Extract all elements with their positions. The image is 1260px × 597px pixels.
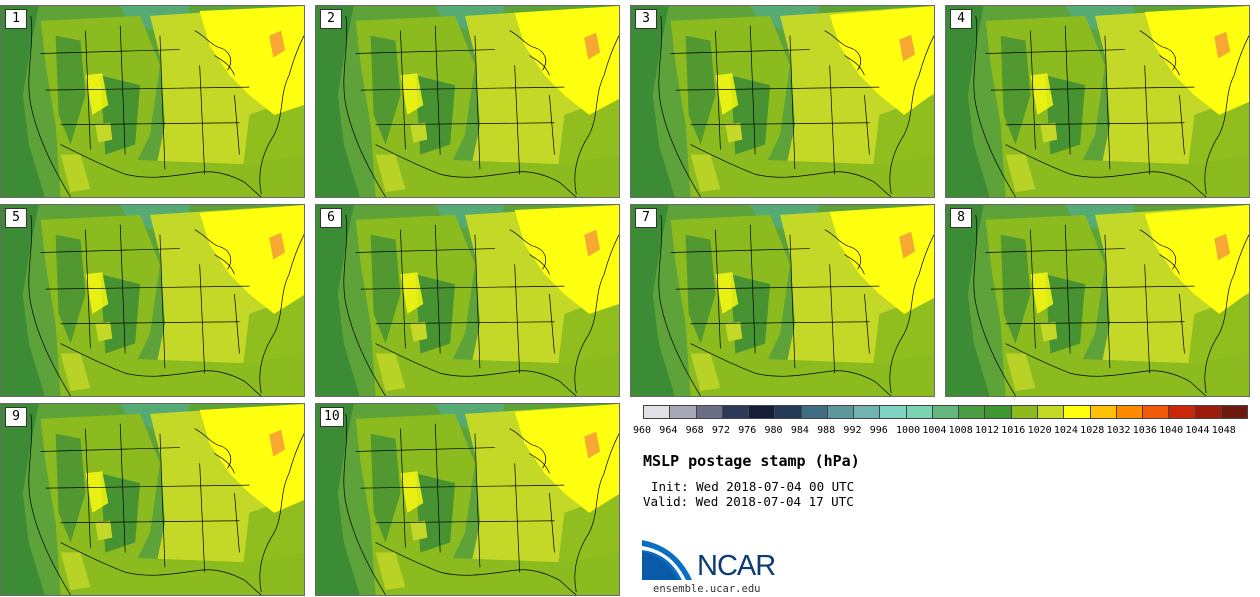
colorbar-tick-label: 976 [738, 425, 757, 436]
ncar-logo: NCAR [642, 540, 792, 584]
map-svg [316, 205, 619, 396]
member-label: 10 [320, 407, 344, 427]
colorbar-tick-label: 992 [843, 425, 862, 436]
member-label: 7 [635, 208, 657, 228]
map-panel: 8 [945, 204, 1250, 397]
colorbar-swatch [644, 406, 671, 418]
logo-text: NCAR [697, 550, 776, 582]
colorbar-swatch [985, 406, 1012, 418]
colorbar-swatch [775, 406, 802, 418]
colorbar-tick-label: 1012 [974, 425, 1000, 436]
map-panel: 3 [630, 5, 935, 198]
colorbar-tick-label: 960 [633, 425, 652, 436]
valid-time: Valid: Wed 2018-07-04 17 UTC [643, 494, 854, 509]
colorbar-tick-label: 1000 [896, 425, 921, 436]
member-label: 6 [320, 208, 342, 228]
colorbar-swatch [932, 406, 960, 418]
colorbar-tick-label: 1016 [1001, 425, 1026, 436]
map-panel: 2 [315, 5, 620, 198]
colorbar-swatch [827, 406, 855, 418]
colorbar-tick-label: 980 [764, 425, 783, 436]
colorbar-swatch [959, 406, 986, 418]
colorbar-tick-label: 1024 [1053, 425, 1078, 436]
colorbar-ticks: 960 964 968 972 976 980 984 988 992 996 1000 1004 10… [632, 425, 1260, 439]
colorbar-swatch [801, 406, 828, 418]
map-panel: 4 [945, 5, 1250, 198]
map-panel: 7 [630, 204, 935, 397]
colorbar-tick-label: 988 [817, 425, 836, 436]
map-panel: 5 [0, 204, 305, 397]
map-svg [1, 205, 304, 396]
colorbar-swatch [1011, 406, 1038, 418]
pressure-colorbar [643, 405, 1248, 419]
chart-title: MSLP postage stamp (hPa) [643, 452, 860, 470]
colorbar-swatch [1221, 406, 1248, 418]
member-label: 1 [5, 9, 27, 29]
colorbar-tick-label: 1044 [1185, 425, 1210, 436]
colorbar-swatch [1143, 406, 1170, 418]
map-panel: 10 [315, 403, 620, 596]
member-label: 8 [950, 208, 972, 228]
map-svg [1, 404, 304, 595]
colorbar-tick-label: 1048 [1211, 425, 1236, 436]
colorbar-tick-label: 1040 [1159, 425, 1184, 436]
map-panel: 6 [315, 204, 620, 397]
map-svg [316, 6, 619, 197]
colorbar-swatch [1116, 406, 1144, 418]
map-svg [946, 205, 1249, 396]
colorbar-tick-label: 1004 [922, 425, 947, 436]
map-svg [946, 6, 1249, 197]
colorbar-tick-label: 1032 [1106, 425, 1131, 436]
colorbar-tick-label: 964 [659, 425, 678, 436]
colorbar-tick-label: 1028 [1080, 425, 1105, 436]
map-panel: 9 [0, 403, 305, 596]
colorbar-swatch [749, 406, 776, 418]
member-label: 3 [635, 9, 657, 29]
colorbar-tick-label: 1020 [1027, 425, 1052, 436]
init-time: Init: Wed 2018-07-04 00 UTC [651, 479, 855, 494]
colorbar-swatch [880, 406, 907, 418]
map-svg [316, 404, 619, 595]
map-panel: 1 [0, 5, 305, 198]
colorbar-swatch [670, 406, 697, 418]
member-label: 4 [950, 9, 972, 29]
colorbar-swatch [1195, 406, 1222, 418]
colorbar-tick-label: 1036 [1132, 425, 1157, 436]
colorbar-swatch [906, 406, 933, 418]
colorbar-swatch [1064, 406, 1091, 418]
colorbar-swatch [1037, 406, 1065, 418]
member-label: 2 [320, 9, 342, 29]
colorbar-swatch [1169, 406, 1196, 418]
colorbar-tick-label: 996 [869, 425, 888, 436]
colorbar-tick-label: 984 [790, 425, 809, 436]
colorbar-tick-label: 972 [711, 425, 730, 436]
footer-url: ensemble.ucar.edu [653, 583, 761, 595]
member-label: 9 [5, 407, 27, 427]
colorbar-tick-label: 1008 [948, 425, 973, 436]
map-svg [631, 205, 934, 396]
colorbar-tick-label: 968 [685, 425, 704, 436]
colorbar-swatch [722, 406, 750, 418]
colorbar-swatch [1090, 406, 1117, 418]
map-svg [631, 6, 934, 197]
colorbar-swatch [696, 406, 723, 418]
colorbar-swatch [854, 406, 881, 418]
member-label: 5 [5, 208, 27, 228]
map-svg [1, 6, 304, 197]
ncar-swoosh-icon [642, 540, 692, 580]
